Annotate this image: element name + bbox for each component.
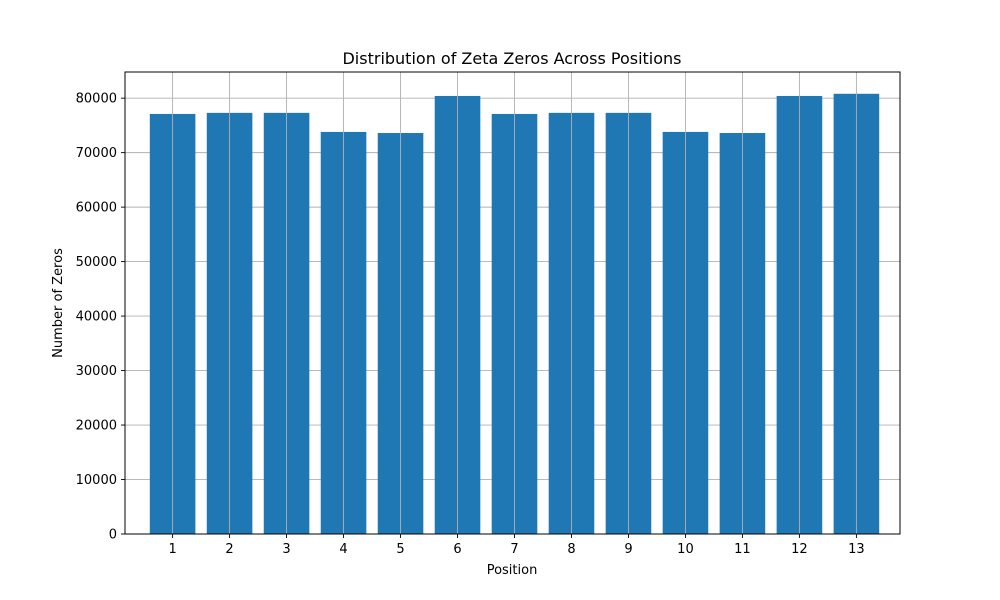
y-tick-label: 0 [109, 528, 117, 543]
y-tick-label: 40000 [76, 310, 117, 325]
x-tick-label: 5 [396, 542, 404, 557]
x-tick-label: 10 [677, 542, 694, 557]
y-tick-label: 10000 [76, 473, 117, 488]
chart-title: Distribution of Zeta Zeros Across Positi… [342, 49, 681, 68]
y-tick-label: 20000 [76, 419, 117, 434]
x-tick-label: 13 [848, 542, 865, 557]
x-grid-layer [172, 72, 857, 534]
x-tick-label: 4 [339, 542, 347, 557]
y-axis-ticks: 0 10000 20000 30000 40000 50000 60000 70000 8000… [76, 92, 125, 543]
plot-frame [124, 71, 901, 535]
x-tick-label: 8 [567, 542, 575, 557]
x-tick-label: 2 [225, 542, 233, 557]
x-tick-label: 11 [734, 542, 751, 557]
y-tick-label: 50000 [76, 255, 117, 270]
x-tick-label: 3 [282, 542, 290, 557]
x-tick-label: 7 [510, 542, 518, 557]
y-tick-label: 70000 [76, 146, 117, 161]
y-axis-label: Number of Zeros [51, 248, 66, 358]
x-tick-label: 9 [624, 542, 632, 557]
x-tick-label: 12 [791, 542, 808, 557]
x-axis-label: Position [487, 563, 538, 578]
x-tick-label: 1 [168, 542, 176, 557]
y-tick-label: 80000 [76, 92, 117, 107]
x-tick-label: 6 [453, 542, 461, 557]
y-tick-label: 30000 [76, 364, 117, 379]
x-axis-ticks: 1 2 3 4 5 6 7 8 9 10 11 12 13 [168, 534, 865, 557]
y-tick-label: 60000 [76, 201, 117, 216]
